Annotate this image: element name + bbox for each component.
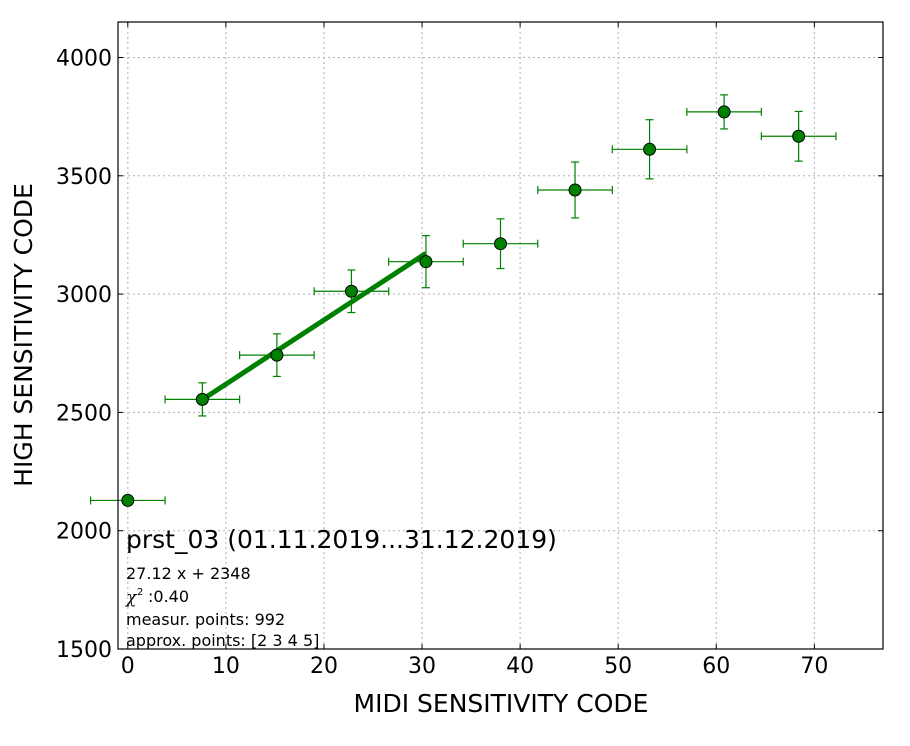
y-tick-label: 3000 xyxy=(56,283,112,308)
fit-line xyxy=(200,251,428,402)
annotation-title: prst_03 (01.11.2019...31.12.2019) xyxy=(126,525,557,554)
annotation-measur-points: measur. points: 992 xyxy=(126,610,285,629)
data-point xyxy=(792,129,806,143)
y-tick-label: 3500 xyxy=(56,165,112,190)
axis-ticks: 0 10 20 30 40 50 60 70 1500 2000 2500 3000 3500 4000 xyxy=(56,22,883,679)
plot-frame xyxy=(117,21,884,650)
data-point xyxy=(643,142,657,156)
data-point xyxy=(419,255,433,269)
data-point xyxy=(494,237,507,251)
data-point xyxy=(195,392,209,406)
annotation-chi-value: :0.40 xyxy=(148,587,189,606)
x-tick-label: 30 xyxy=(408,654,436,679)
annotation-chi-symbol: χ xyxy=(125,588,138,608)
data-point xyxy=(344,284,358,298)
x-tick-label: 50 xyxy=(604,654,632,679)
data-point xyxy=(717,105,731,119)
annotation-chi-exponent: 2 xyxy=(137,587,143,598)
y-tick-label: 2500 xyxy=(56,401,112,426)
y-tick-label: 1500 xyxy=(56,638,112,663)
x-tick-label: 0 xyxy=(121,654,135,679)
x-tick-label: 10 xyxy=(212,654,240,679)
annotation-fit-equation: 27.12 x + 2348 xyxy=(126,564,251,583)
x-tick-label: 60 xyxy=(702,654,730,679)
data-point xyxy=(121,493,135,507)
annotation-approx-points: approx. points: [2 3 4 5] xyxy=(126,631,319,650)
annotation: prst_03 (01.11.2019...31.12.2019) 27.12 … xyxy=(125,525,557,650)
data-points xyxy=(121,105,806,507)
y-axis-label: HIGH SENSITIVITY CODE xyxy=(9,183,38,487)
x-tick-label: 20 xyxy=(310,654,338,679)
fit-line-group xyxy=(200,251,428,402)
y-tick-label: 4000 xyxy=(56,46,112,71)
data-point xyxy=(568,183,582,197)
x-tick-label: 70 xyxy=(800,654,828,679)
data-point xyxy=(270,348,284,362)
x-axis-label: MIDI SENSITIVITY CODE xyxy=(354,689,649,718)
y-tick-label: 2000 xyxy=(56,520,112,545)
x-tick-label: 40 xyxy=(506,654,534,679)
